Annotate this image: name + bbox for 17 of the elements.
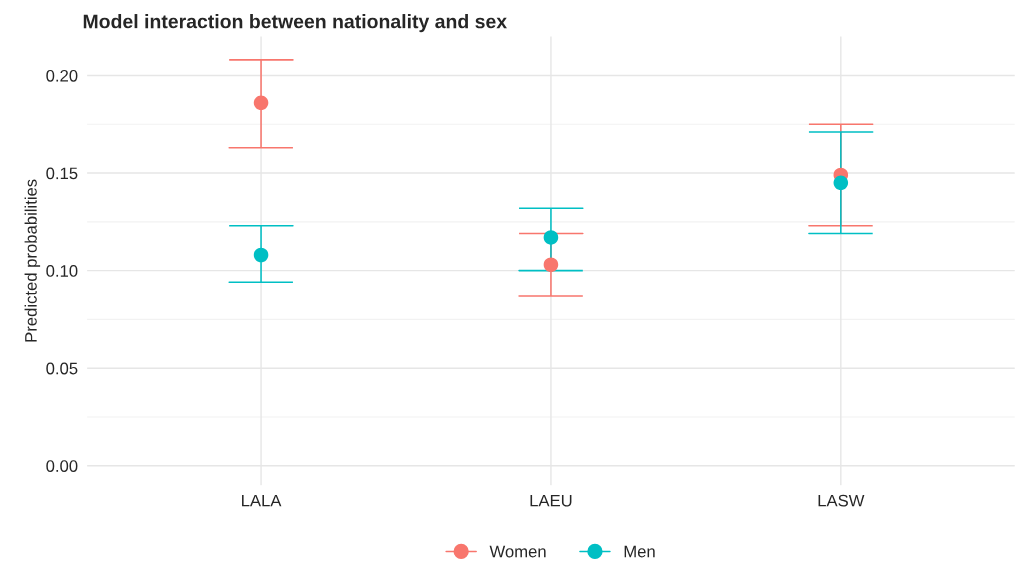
chart-title: Model interaction between nationality and sex <box>83 14 507 33</box>
y-tick-label: 0.15 <box>46 167 78 180</box>
y-tick-label: 0.00 <box>46 460 78 472</box>
point <box>543 230 559 245</box>
x-tick-label: LASW <box>818 494 865 507</box>
legend-label: Women <box>489 545 546 558</box>
point <box>253 95 269 111</box>
legend-label: Men <box>624 545 655 558</box>
y-tick-label: 0.20 <box>46 69 78 82</box>
point <box>833 175 849 191</box>
x-tick-label: LAEU <box>530 494 572 507</box>
y-axis-title: Predicted probabilities <box>24 179 41 342</box>
y-tick-label: 0.10 <box>46 265 78 277</box>
y-tick-label: 0.05 <box>46 362 78 375</box>
point <box>253 247 269 263</box>
point <box>543 257 559 273</box>
x-tick-label: LALA <box>242 494 282 507</box>
